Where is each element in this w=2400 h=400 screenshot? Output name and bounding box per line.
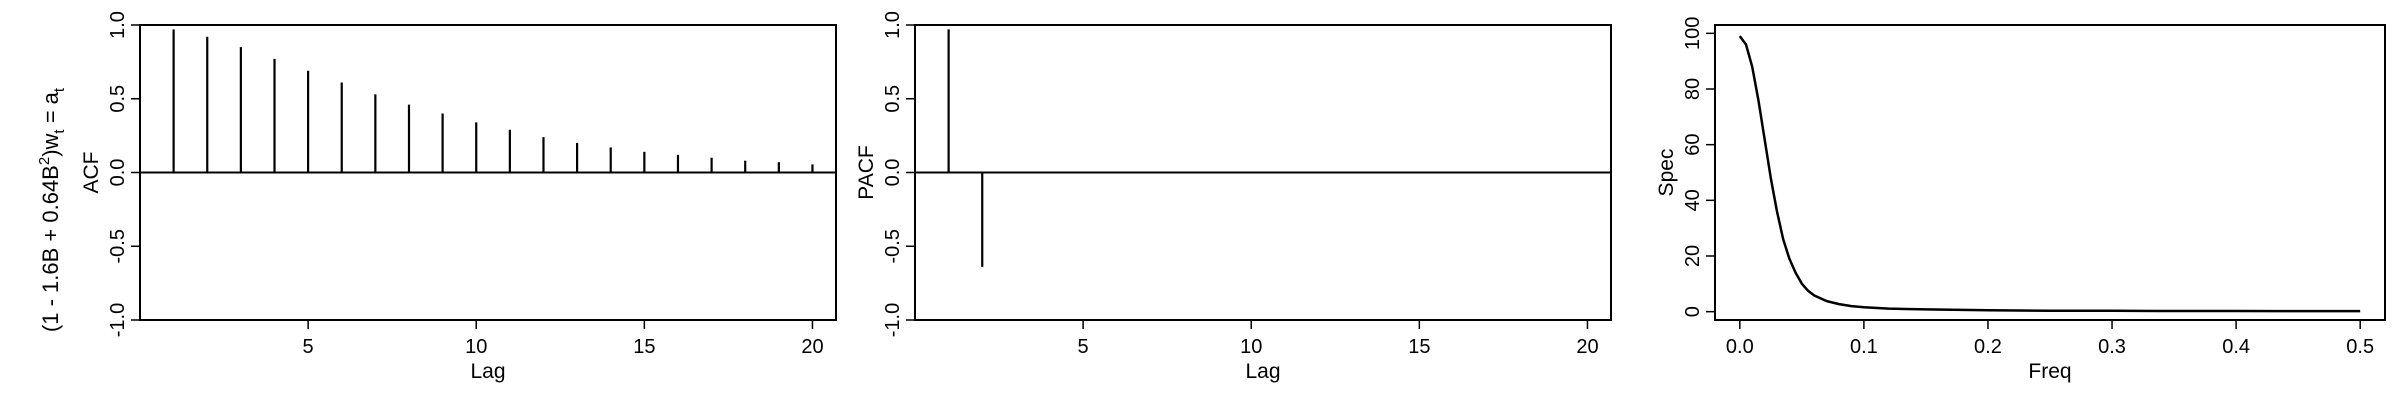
row-label-suffix: = a: [38, 91, 63, 129]
y-tick-label: 100: [1682, 17, 1704, 50]
spectrum-line: [1738, 35, 2361, 313]
y-tick-label: 80: [1682, 78, 1704, 100]
y-tick-label: 1.0: [107, 11, 129, 39]
row-label-exponent: 2: [36, 157, 53, 165]
x-tick-label: 15: [633, 336, 655, 358]
x-tick-label: 20: [1576, 336, 1598, 358]
y-tick-label: 0.5: [107, 85, 129, 113]
row-label-prefix: (1 - 1.6B + 0.64B: [38, 165, 63, 332]
y-tick-label: 40: [1682, 189, 1704, 211]
row-label: (1 - 1.6B + 0.64B2)wt = at: [36, 87, 68, 332]
pacf-panel: 5 10 15 20 -1.0 -0.5 0.0 0.5 1.0 Lag PACF: [855, 11, 1612, 383]
y-tick-label: 20: [1682, 245, 1704, 267]
x-tick-label: 0.1: [1850, 336, 1878, 358]
x-tick-label: 5: [1078, 336, 1089, 358]
x-tick-label: 10: [465, 336, 487, 358]
x-tick-label: 15: [1408, 336, 1430, 358]
row-label-mid: )w: [38, 133, 63, 156]
x-tick-label: 20: [801, 336, 823, 358]
y-tick-label: -0.5: [107, 229, 129, 263]
x-tick-label: 0.3: [2098, 336, 2126, 358]
x-tick-label: 0.0: [1726, 336, 1754, 358]
plot-frame: [1714, 24, 2386, 321]
y-tick-label: 0.0: [107, 159, 129, 187]
row-label-subscript: t: [51, 129, 68, 134]
x-tick-label: 10: [1240, 336, 1262, 358]
x-tick-label: 0.5: [2346, 336, 2374, 358]
x-axis-label: Lag: [470, 360, 505, 383]
x-axis-label: Freq: [2028, 360, 2071, 383]
row-label-subscript-2: t: [51, 87, 68, 92]
x-tick-label: 0.2: [1974, 336, 2002, 358]
y-axis-label: PACF: [855, 145, 878, 199]
y-tick-label: -1.0: [882, 303, 904, 337]
y-tick-label: -1.0: [107, 303, 129, 337]
y-tick-label: 60: [1682, 134, 1704, 156]
spectrum-panel: 0.0 0.1 0.2 0.3 0.4 0.5 0 20 40 60 80 100 Freq Spec: [1655, 17, 2386, 383]
y-axis-label: Spec: [1655, 149, 1678, 197]
y-tick-label: 0: [1682, 306, 1704, 317]
x-tick-label: 0.4: [2222, 336, 2250, 358]
y-tick-label: 0.0: [882, 159, 904, 187]
y-tick-label: -0.5: [882, 229, 904, 263]
y-tick-label: 0.5: [882, 85, 904, 113]
y-axis-label: ACF: [80, 152, 103, 194]
acf-panel: 5 10 15 20 -1.0 -0.5 0.0 0.5 1.0 Lag ACF: [80, 11, 837, 383]
y-tick-label: 1.0: [882, 11, 904, 39]
x-tick-label: 5: [303, 336, 314, 358]
x-axis-label: Lag: [1245, 360, 1280, 383]
